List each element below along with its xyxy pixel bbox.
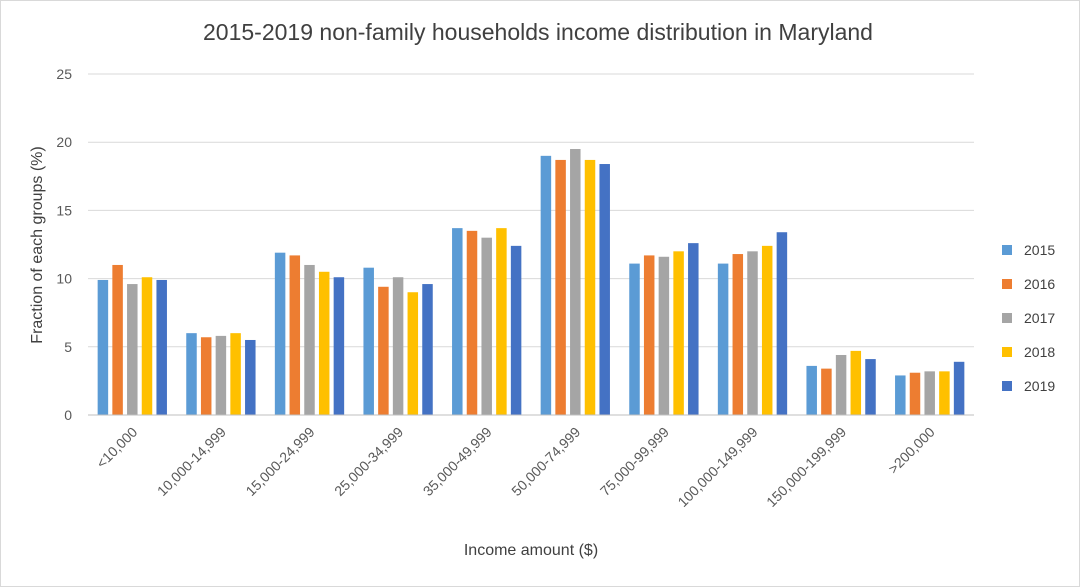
x-tick-label: >200,000 — [885, 424, 938, 477]
bar — [629, 263, 640, 415]
y-axis-ticks: 0 5 10 15 20 25 — [56, 66, 72, 423]
bar — [776, 232, 788, 415]
bar — [186, 333, 197, 415]
legend-label: 2019 — [1024, 378, 1055, 394]
bar — [717, 263, 729, 415]
legend-swatch — [1002, 279, 1012, 289]
x-tick-label: 50,000-74,999 — [508, 424, 583, 499]
legend-swatch — [1002, 245, 1012, 255]
x-tick-label: 10,000-14,999 — [154, 424, 229, 499]
bar — [953, 361, 965, 415]
legend-label: 2016 — [1024, 276, 1055, 292]
legend-label: 2017 — [1024, 310, 1055, 326]
bar — [378, 286, 389, 415]
bar — [761, 245, 773, 415]
x-tick-label: 150,000-199,999 — [763, 424, 849, 510]
bar — [245, 339, 256, 415]
bar — [496, 228, 507, 415]
x-axis-ticks: <10,000 10,000-14,999 15,000-24,999 25,000-… — [93, 424, 938, 510]
bar — [540, 155, 552, 415]
bar — [230, 333, 241, 415]
bar — [363, 267, 374, 415]
bar — [850, 350, 862, 415]
bar — [570, 149, 581, 415]
bar — [112, 264, 123, 415]
bar — [599, 164, 610, 415]
bar — [865, 359, 876, 415]
y-tick-label: 10 — [56, 271, 72, 287]
bar — [555, 159, 566, 415]
bar — [747, 251, 758, 415]
bar — [274, 252, 286, 415]
bar — [289, 255, 301, 415]
y-tick-label: 15 — [56, 202, 72, 218]
bar — [215, 335, 227, 415]
legend-swatch — [1002, 381, 1012, 391]
x-axis-label: Income amount ($) — [464, 542, 598, 559]
y-tick-label: 20 — [56, 134, 72, 150]
bar — [584, 159, 596, 415]
bar — [156, 279, 167, 415]
bar — [924, 371, 935, 415]
bar — [688, 243, 699, 415]
bar — [466, 230, 478, 415]
bar — [127, 284, 138, 415]
bar — [732, 254, 744, 415]
legend-label: 2018 — [1024, 344, 1055, 360]
bar — [318, 271, 330, 415]
gridlines — [88, 73, 974, 348]
x-tick-label: 75,000-99,999 — [597, 424, 672, 499]
chart-title: 2015-2019 non-family households income d… — [203, 19, 873, 45]
bar — [806, 365, 817, 415]
bar — [939, 371, 950, 415]
bar — [333, 277, 345, 415]
x-tick-label: <10,000 — [93, 424, 141, 472]
y-tick-label: 0 — [64, 407, 72, 423]
y-tick-label: 5 — [64, 339, 72, 355]
bar — [658, 256, 670, 415]
y-axis-label: Fraction of each groups (%) — [29, 146, 46, 343]
bar — [821, 368, 832, 415]
bar — [835, 354, 847, 415]
x-tick-label: 25,000-34,999 — [331, 424, 406, 499]
bar — [510, 245, 522, 415]
x-tick-label: 15,000-24,999 — [242, 424, 317, 499]
bar — [422, 284, 433, 415]
bar — [97, 279, 109, 415]
bar — [407, 292, 419, 415]
bar — [304, 264, 315, 415]
bar — [673, 251, 684, 415]
bar — [141, 277, 153, 415]
legend-swatch — [1002, 347, 1012, 357]
legend-swatch — [1002, 313, 1012, 323]
bars — [97, 149, 965, 415]
bar — [392, 277, 404, 415]
legend: 2015 2016 2017 2018 2019 — [1002, 242, 1055, 394]
bar — [895, 375, 906, 415]
x-tick-label: 100,000-149,999 — [674, 424, 760, 510]
bar — [452, 228, 463, 415]
bar — [643, 255, 655, 415]
bar — [909, 372, 921, 415]
bar — [200, 337, 212, 415]
bar — [481, 237, 492, 415]
y-tick-label: 25 — [56, 66, 72, 82]
x-tick-label: 35,000-49,999 — [420, 424, 495, 499]
legend-label: 2015 — [1024, 242, 1055, 258]
